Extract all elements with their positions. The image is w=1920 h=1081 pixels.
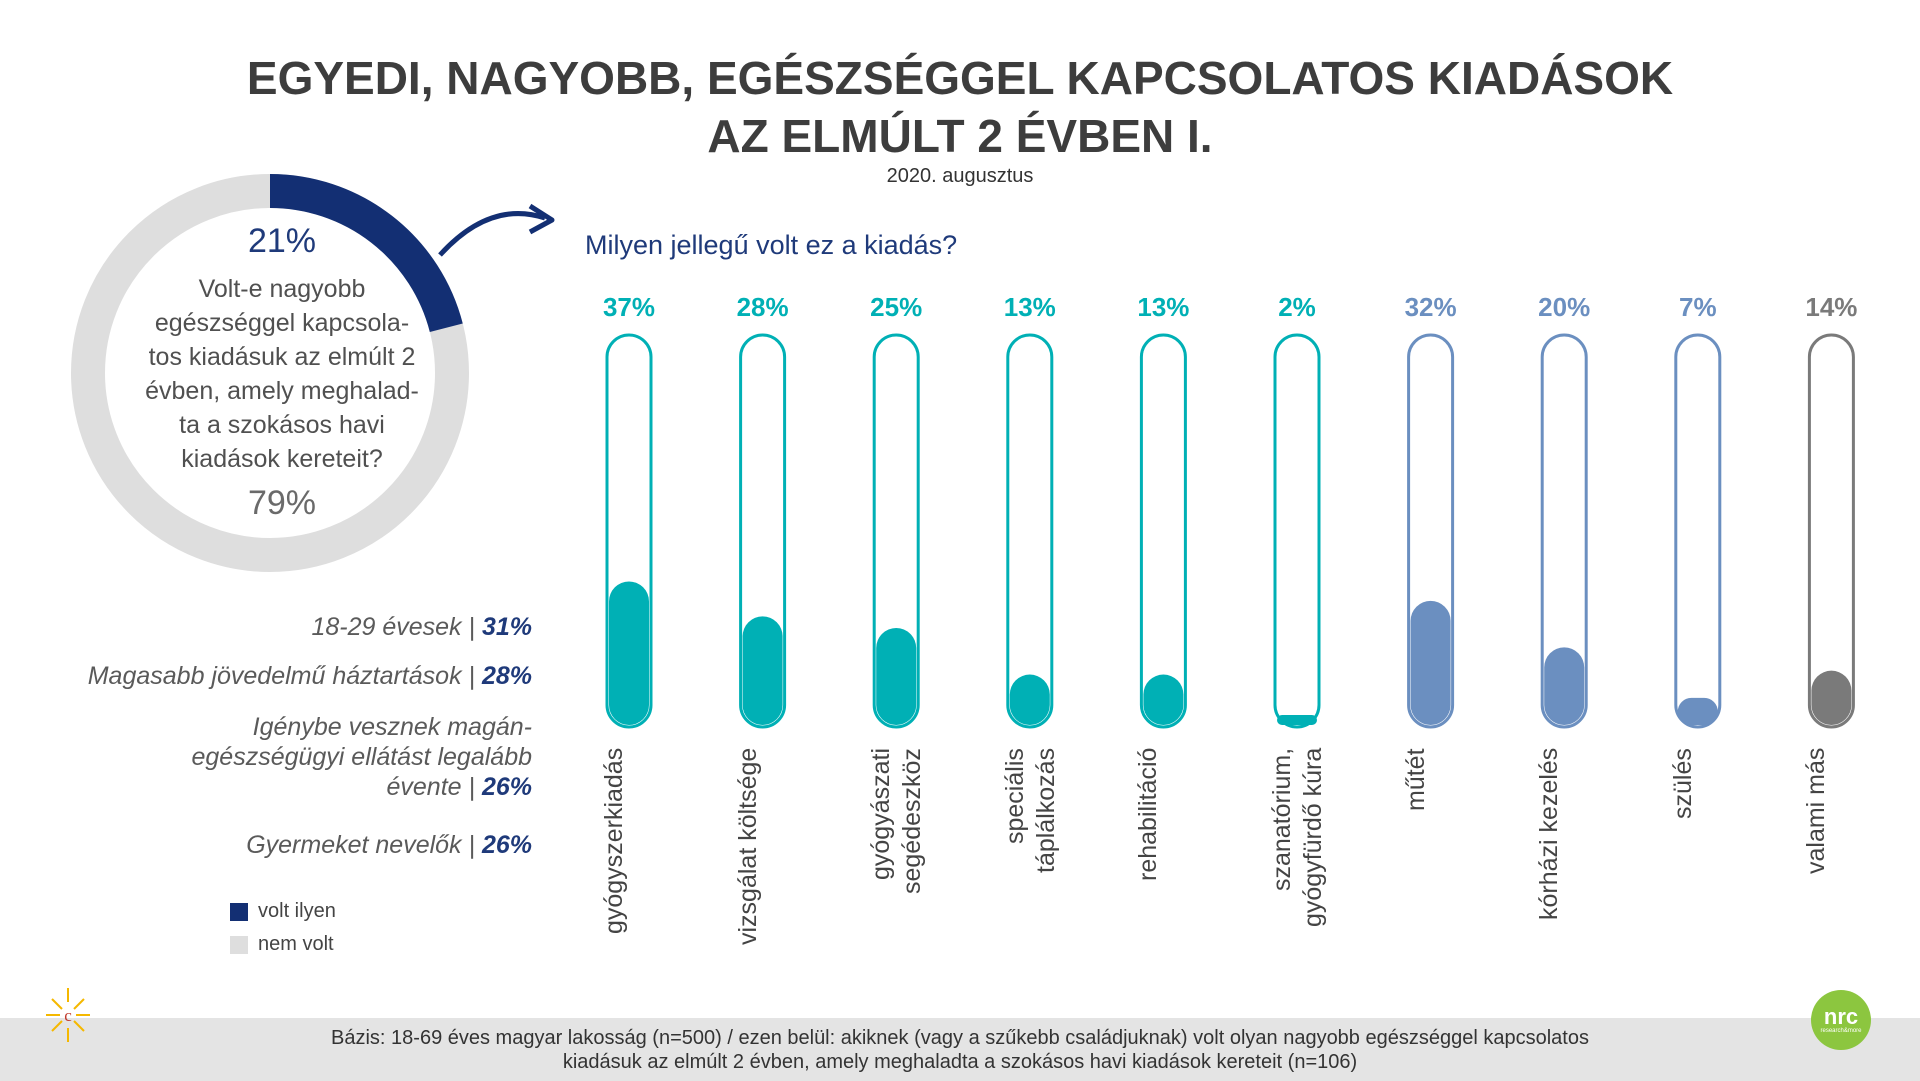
legend-yes: volt ilyen [230, 900, 336, 923]
segment-1: 18-29 évesek | 31% [311, 613, 532, 641]
segment-1-value: 31% [481, 613, 532, 641]
base-note: Bázis: 18-69 éves magyar lakosság (n=500… [0, 1026, 1920, 1074]
legend-no: nem volt [230, 933, 334, 956]
bar-category-label: szanatórium, gyógyfürdő kúra [1268, 748, 1327, 928]
bar-tube [1540, 333, 1588, 729]
footer-bar [0, 1018, 1920, 1081]
segment-4-label: Gyermeket nevelők [246, 831, 462, 859]
segment-2-value: 28% [481, 662, 532, 690]
bar-category-label: műtét [1401, 748, 1430, 811]
bar-category-label: rehabilitáció [1134, 748, 1163, 882]
bar-value-label: 28% [736, 292, 789, 322]
donut-question: Volt-e nagyobb egészséggel kapcsola-tos … [145, 275, 419, 473]
bar-fill [1009, 674, 1050, 725]
bar-fill [1410, 600, 1451, 725]
bar-fill [1143, 674, 1184, 725]
legend-yes-label: volt ilyen [258, 900, 336, 922]
chart-question: Milyen jellegű volt ez a kiadás? [585, 230, 958, 260]
segment-3-label: Igénybe vesznek magán-egészségügyi ellát… [191, 713, 532, 801]
bar-value-label: 20% [1538, 292, 1591, 322]
bar-category-label: gyógyászati segédeszköz [867, 748, 927, 894]
bar-tube [1674, 333, 1722, 729]
legend-yes-swatch [230, 902, 248, 921]
segment-4-value: 26% [481, 831, 532, 859]
bar-tube [1807, 333, 1855, 729]
bar-value-label: 2% [1278, 292, 1316, 322]
bar-fill [742, 616, 783, 725]
bar-fill [876, 628, 917, 725]
segment-1-label: 18-29 évesek [311, 613, 462, 641]
svg-text:c: c [64, 1006, 72, 1025]
bar-category-label: speciális táplálkozás [1000, 748, 1060, 874]
sun-logo-icon: c [46, 988, 90, 1042]
donut-chart [71, 174, 469, 572]
bar-value-label: 32% [1404, 292, 1457, 322]
bar-tube [1407, 333, 1455, 729]
bar-fill [1677, 697, 1718, 725]
base-line-1: Bázis: 18-69 éves magyar lakosság (n=500… [331, 1027, 1589, 1049]
arrow-icon [438, 203, 555, 257]
bar-category-label: kórházi kezelés [1535, 748, 1564, 921]
bar-tube [605, 333, 653, 729]
page-title-line1: EGYEDI, NAGYOBB, EGÉSZSÉGGEL KAPCSOLATOS… [246, 52, 1674, 104]
donut-ring-yes [269, 174, 463, 333]
bar-value-label: 13% [1137, 292, 1190, 322]
bar-tube [1273, 333, 1321, 729]
donut-yes-label: 21% [247, 222, 317, 260]
bar-value-label: 14% [1805, 292, 1858, 322]
bar-fill [1811, 670, 1852, 725]
base-line-2: kiadásuk az elmúlt 2 évben, amely meghal… [562, 1051, 1358, 1073]
bar-value-label: 37% [602, 292, 656, 322]
subtitle: 2020. augusztus [886, 165, 1034, 187]
nrc-logo-text: nrc [1823, 1004, 1859, 1029]
bar-category-label: szülés [1668, 748, 1697, 819]
segment-3: Igénybe vesznek magán-egészségügyi ellát… [191, 713, 532, 801]
bar-category-label: vizsgálat költsége [733, 748, 762, 946]
bar-category-label: gyógyszerkiadás [600, 748, 628, 935]
bar-tube [1006, 333, 1054, 729]
nrc-logo-subtext: research&more [1820, 1028, 1862, 1034]
bar-value-label: 13% [1003, 292, 1056, 322]
page-title-line2: AZ ELMÚLT 2 ÉVBEN I. [707, 110, 1213, 162]
legend-no-label: nem volt [258, 933, 334, 955]
nrc-logo-icon: nrc research&more [1811, 990, 1871, 1050]
segment-2-label: Magasabb jövedelmű háztartások [87, 662, 462, 690]
bar-tube [872, 333, 920, 729]
bar-category-label: valami más [1802, 748, 1831, 875]
segment-4: Gyermeket nevelők | 26% [246, 831, 532, 859]
bar-fill [1544, 647, 1585, 725]
bar-value-label: 25% [870, 292, 923, 322]
bar-chart [605, 333, 1855, 729]
bar-fill [1277, 715, 1317, 725]
segment-2: Magasabb jövedelmű háztartások | 28% [87, 662, 532, 690]
segment-3-value: 26% [481, 773, 532, 801]
bar-value-label: 7% [1679, 292, 1717, 322]
donut-no-label: 79% [247, 484, 317, 522]
legend-no-swatch [230, 935, 248, 954]
bar-fill [609, 581, 649, 725]
bar-tube [739, 333, 787, 729]
bar-tube [1139, 333, 1187, 729]
